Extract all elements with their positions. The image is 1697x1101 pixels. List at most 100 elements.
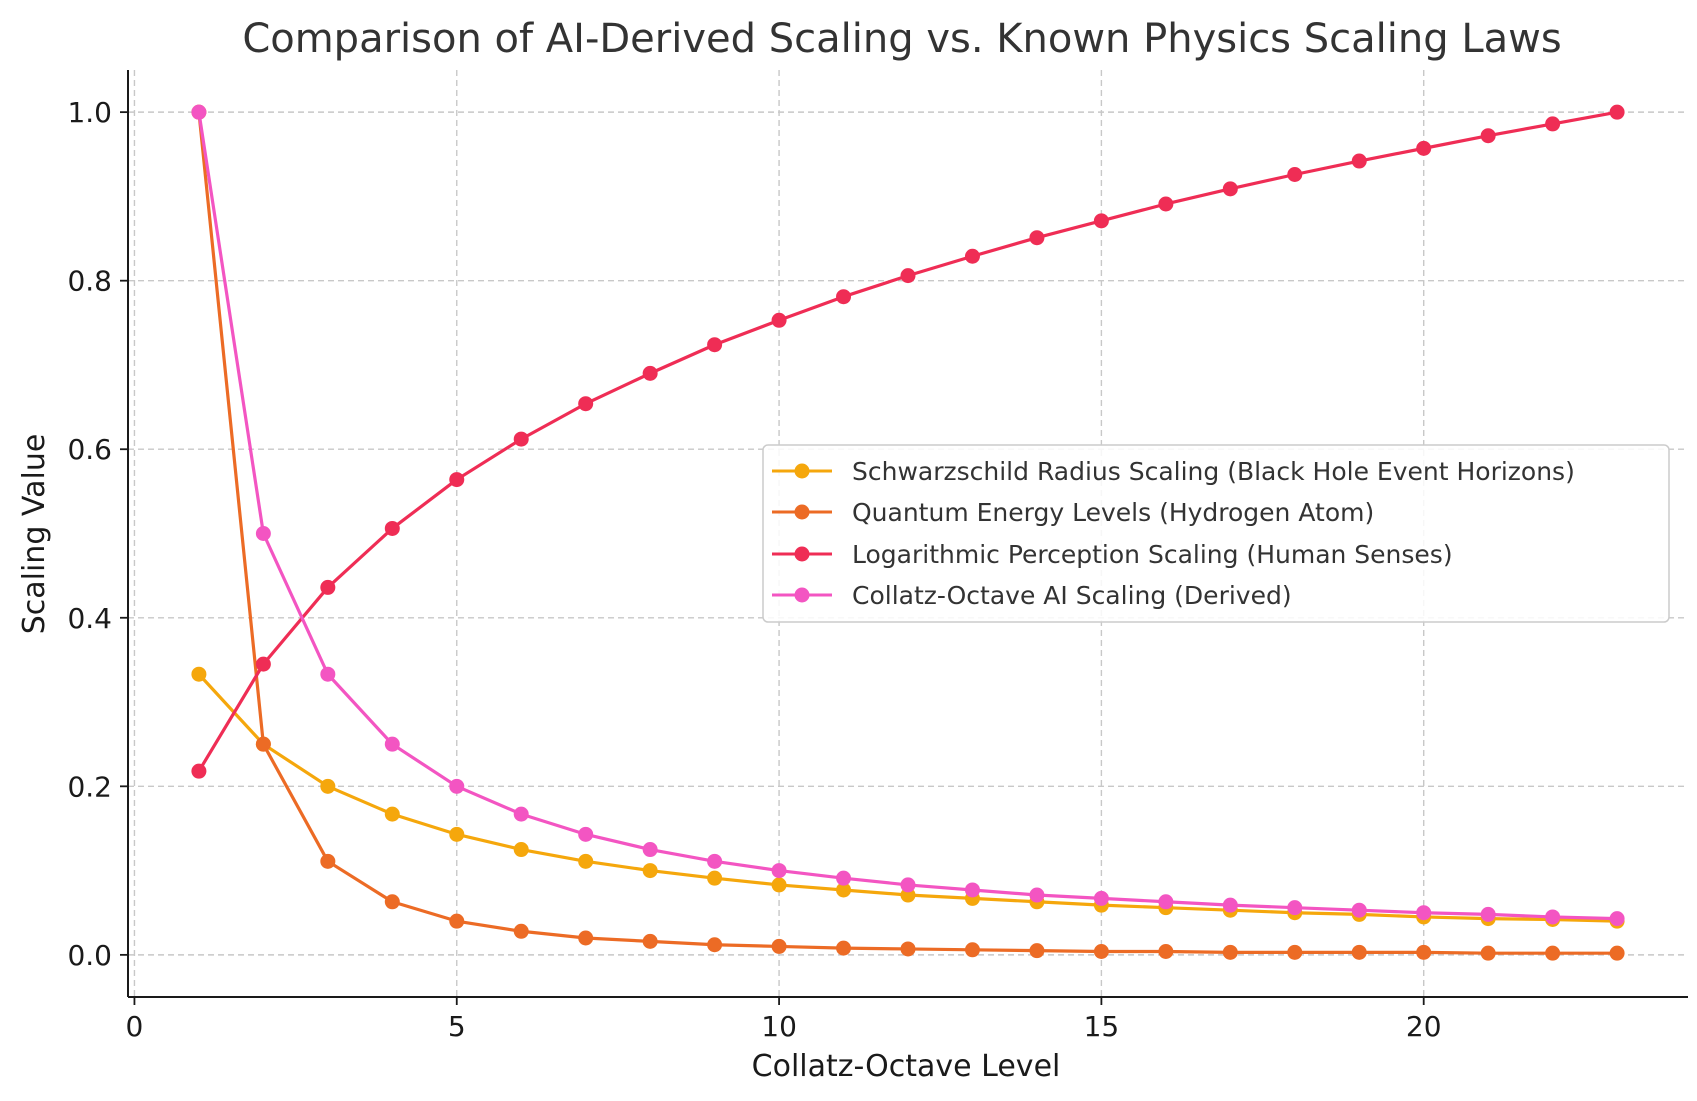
axes (127, 70, 1688, 998)
data-point-quantum (642, 933, 658, 949)
series-logarithmic (191, 104, 1625, 779)
legend-label-logarithmic: Logarithmic Perception Scaling (Human Se… (852, 540, 1453, 569)
data-point-schwarzschild (707, 870, 723, 886)
legend: Schwarzschild Radius Scaling (Black Hole… (762, 444, 1670, 623)
y-tick-label: 0.2 (67, 770, 112, 803)
data-point-schwarzschild (771, 877, 787, 893)
data-point-logarithmic (191, 763, 207, 779)
data-point-quantum (513, 923, 529, 939)
data-point-collatz (900, 877, 916, 893)
x-tick-label: 10 (761, 1010, 797, 1043)
data-point-collatz (449, 778, 465, 794)
data-point-collatz (1351, 902, 1367, 918)
data-point-collatz (1093, 890, 1109, 906)
chart-title: Comparison of AI-Derived Scaling vs. Kno… (242, 16, 1561, 62)
data-point-schwarzschild (384, 806, 400, 822)
data-point-logarithmic (1093, 213, 1109, 229)
y-tick-label: 0.4 (67, 602, 112, 635)
data-point-logarithmic (1222, 181, 1238, 197)
legend-swatch-marker-logarithmic (794, 546, 810, 562)
data-point-logarithmic (578, 396, 594, 412)
data-point-collatz (1545, 909, 1561, 925)
y-tick-label: 0.8 (67, 265, 112, 298)
data-point-quantum (1351, 944, 1367, 960)
data-point-logarithmic (707, 337, 723, 353)
data-point-logarithmic (1351, 153, 1367, 169)
data-point-logarithmic (1545, 116, 1561, 132)
data-point-quantum (1222, 944, 1238, 960)
data-point-schwarzschild (578, 853, 594, 869)
data-point-collatz (642, 842, 658, 858)
data-point-logarithmic (836, 289, 852, 305)
data-point-logarithmic (1609, 104, 1625, 120)
series-group (191, 104, 1625, 961)
data-point-collatz (1416, 905, 1432, 921)
legend-swatch-marker-collatz (794, 587, 810, 603)
data-point-quantum (1029, 943, 1045, 959)
data-point-collatz (255, 526, 271, 541)
data-point-logarithmic (1158, 196, 1174, 212)
data-point-quantum (1158, 943, 1174, 959)
data-point-quantum (255, 736, 271, 752)
data-point-logarithmic (1416, 140, 1432, 156)
legend-frame (762, 444, 1670, 623)
data-point-collatz (384, 736, 400, 752)
data-point-collatz (707, 853, 723, 869)
y-tick-label: 0.6 (67, 433, 112, 466)
data-point-logarithmic (255, 656, 271, 672)
data-point-quantum (836, 940, 852, 956)
data-point-schwarzschild (320, 778, 336, 794)
data-point-logarithmic (320, 579, 336, 595)
data-point-quantum (1609, 945, 1625, 961)
data-point-logarithmic (1480, 128, 1496, 144)
data-point-schwarzschild (836, 882, 852, 898)
legend-label-collatz: Collatz-Octave AI Scaling (Derived) (852, 581, 1292, 610)
data-point-logarithmic (964, 248, 980, 264)
data-point-logarithmic (1029, 230, 1045, 246)
data-point-collatz (1158, 894, 1174, 910)
data-point-quantum (964, 942, 980, 958)
series-collatz (191, 104, 1625, 927)
x-tick-label: 5 (448, 1010, 466, 1043)
data-point-schwarzschild (642, 863, 658, 879)
x-tick-label: 0 (126, 1010, 144, 1043)
data-point-quantum (320, 853, 336, 869)
data-point-collatz (1480, 906, 1496, 922)
data-point-collatz (771, 863, 787, 879)
data-point-logarithmic (449, 472, 465, 488)
data-point-schwarzschild (513, 842, 529, 858)
data-point-collatz (1029, 887, 1045, 903)
data-point-logarithmic (1287, 166, 1303, 182)
data-point-quantum (449, 913, 465, 929)
data-point-quantum (1093, 943, 1109, 959)
x-tick-label: 20 (1406, 1010, 1442, 1043)
data-point-logarithmic (771, 312, 787, 328)
data-point-schwarzschild (449, 826, 465, 842)
data-point-quantum (1287, 944, 1303, 960)
data-point-collatz (964, 882, 980, 898)
data-point-logarithmic (900, 268, 916, 284)
data-point-schwarzschild (191, 666, 207, 682)
data-point-collatz (1222, 897, 1238, 913)
data-point-quantum (771, 938, 787, 954)
legend-swatch-marker-quantum (794, 504, 810, 520)
data-point-quantum (1416, 944, 1432, 960)
data-point-logarithmic (642, 365, 658, 381)
data-point-quantum (1480, 945, 1496, 961)
y-axis-label: Scaling Value (17, 434, 52, 635)
x-axis-label: Collatz-Octave Level (752, 1049, 1061, 1084)
data-point-collatz (836, 870, 852, 886)
legend-swatch-marker-schwarzschild (794, 463, 810, 479)
x-axis-ticks: 0 5 10 15 20 (126, 997, 1442, 1043)
y-tick-label: 1.0 (67, 96, 112, 129)
legend-label-schwarzschild: Schwarzschild Radius Scaling (Black Hole… (852, 457, 1575, 486)
data-point-quantum (578, 930, 594, 946)
data-point-logarithmic (384, 520, 400, 536)
data-point-collatz (320, 666, 336, 682)
data-point-quantum (384, 894, 400, 910)
y-axis-ticks: 0.0 0.2 0.4 0.6 0.8 1.0 (67, 96, 128, 972)
data-point-collatz (578, 826, 594, 842)
data-point-logarithmic (513, 431, 529, 447)
data-point-quantum (1545, 945, 1561, 961)
